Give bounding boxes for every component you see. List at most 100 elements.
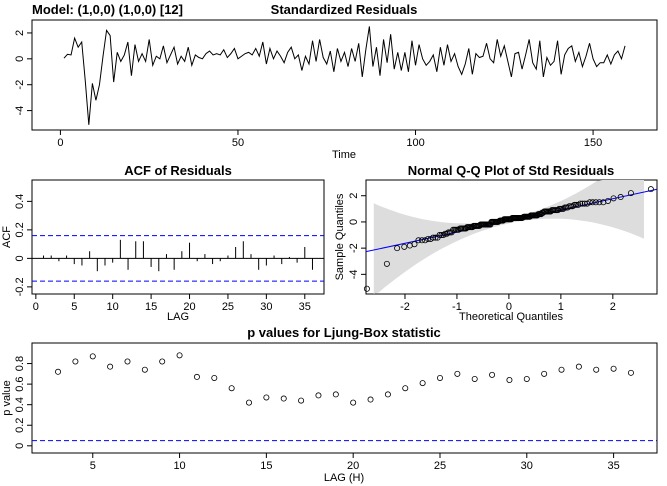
ljung-point bbox=[593, 366, 600, 373]
acf-x-tick-label: 20 bbox=[183, 301, 195, 313]
ljung-point bbox=[72, 358, 79, 365]
ljung-panel: p values for Ljung-Box statistic 5 10 15 20… bbox=[1, 325, 658, 484]
qq-point bbox=[596, 199, 603, 206]
acf-axes: 0 5 10 15 20 25 30 35 -0.2 0 0.2 0.4 bbox=[14, 194, 311, 313]
ljung-point bbox=[107, 363, 114, 370]
ljung-x-tick-label: 5 bbox=[90, 460, 96, 472]
qq-point bbox=[436, 232, 443, 239]
qq-point bbox=[571, 201, 578, 208]
ljung-point bbox=[454, 370, 461, 377]
qq-point bbox=[415, 237, 422, 244]
ljung-point bbox=[402, 385, 409, 392]
qq-x-tick-label: -2 bbox=[400, 301, 410, 313]
qq-x-tick-label: 0 bbox=[506, 301, 512, 313]
ljung-x-tick-label: 20 bbox=[347, 460, 359, 472]
ljung-point bbox=[298, 397, 305, 404]
acf-x-tick-label: 25 bbox=[222, 301, 234, 313]
qq-point bbox=[411, 241, 418, 248]
ljung-point bbox=[523, 375, 530, 382]
qq-title: Normal Q-Q Plot of Std Residuals bbox=[408, 163, 615, 178]
std-resid-frame bbox=[31, 19, 658, 131]
ljung-point bbox=[350, 399, 357, 406]
qq-point bbox=[418, 237, 425, 244]
ljung-point bbox=[610, 365, 617, 372]
ljung-points bbox=[55, 352, 634, 406]
acf-x-tick-label: 5 bbox=[71, 301, 77, 313]
qq-point bbox=[445, 229, 452, 236]
qq-point bbox=[430, 234, 437, 241]
ljung-axes: 5 10 15 20 25 30 35 0 0.2 0.4 0.6 0.8 bbox=[14, 356, 620, 472]
std-resid-y-tick-label: -2 bbox=[14, 80, 26, 90]
qq-x-tick-label: -1 bbox=[452, 301, 462, 313]
acf-title: ACF of Residuals bbox=[124, 163, 232, 178]
ljung-point bbox=[541, 370, 548, 377]
ljung-point bbox=[280, 395, 287, 402]
std-resid-series-line bbox=[63, 26, 626, 125]
acf-x-tick-label: 10 bbox=[107, 301, 119, 313]
ljung-point bbox=[506, 377, 513, 384]
ljung-point bbox=[228, 385, 235, 392]
ljung-x-tick-label: 30 bbox=[521, 460, 533, 472]
qq-x-tick-label: 2 bbox=[610, 301, 616, 313]
ljung-xlabel: LAG (H) bbox=[324, 472, 364, 484]
acf-y-tick-label: 0 bbox=[14, 255, 26, 261]
model-label: Model: (1,0,0) (1,0,0) [12] bbox=[32, 2, 183, 17]
ljung-point bbox=[159, 358, 166, 365]
ljung-point bbox=[489, 371, 496, 378]
ljung-x-tick-label: 25 bbox=[434, 460, 446, 472]
qq-panel: Normal Q-Q Plot of Std Residuals -2 -1 0 1 2… bbox=[334, 163, 658, 323]
ljung-title: p values for Ljung-Box statistic bbox=[247, 325, 441, 340]
std-resid-y-tick-label: 0 bbox=[14, 56, 26, 62]
ljung-y-tick-label: 0 bbox=[14, 443, 26, 449]
acf-marks bbox=[32, 235, 324, 282]
acf-frame bbox=[31, 179, 325, 295]
ljung-x-tick-label: 35 bbox=[607, 460, 619, 472]
qq-point bbox=[579, 200, 586, 207]
acf-panel: ACF of Residuals 0 5 10 15 20 25 30 35-0.200.20… bbox=[1, 163, 325, 323]
ljung-y-tick-label: 0.8 bbox=[14, 356, 26, 371]
std-resid-y-tick-label: 2 bbox=[14, 30, 26, 36]
qq-y-tick-label: -2 bbox=[348, 243, 360, 253]
ljung-point bbox=[246, 399, 253, 406]
qq-point bbox=[577, 200, 584, 207]
acf-x-tick-label: 0 bbox=[33, 301, 39, 313]
qq-point bbox=[440, 232, 447, 239]
qq-point bbox=[363, 285, 370, 292]
qq-point bbox=[604, 197, 611, 204]
ljung-y-tick-label: 0.2 bbox=[14, 418, 26, 433]
std-resid-xlabel: Time bbox=[332, 149, 356, 161]
qq-point bbox=[432, 234, 439, 241]
ljung-frame bbox=[31, 342, 658, 454]
ljung-point bbox=[575, 363, 582, 370]
qq-x-tick-label: 1 bbox=[558, 301, 564, 313]
ljung-x-tick-label: 10 bbox=[173, 460, 185, 472]
std-resid-x-tick-label: 0 bbox=[57, 137, 63, 149]
std-resid-y-tick-label: -4 bbox=[14, 106, 26, 116]
ljung-point bbox=[419, 380, 426, 387]
ljung-point bbox=[124, 358, 131, 365]
qq-point bbox=[438, 232, 445, 239]
acf-y-tick-label: -0.2 bbox=[14, 277, 26, 296]
qq-point bbox=[560, 205, 567, 212]
acf-ylabel: ACF bbox=[1, 226, 13, 248]
ljung-point bbox=[176, 352, 183, 359]
qq-point bbox=[567, 203, 574, 210]
ljung-point bbox=[627, 369, 634, 376]
ljung-point bbox=[367, 396, 374, 403]
qq-point bbox=[610, 195, 617, 202]
acf-y-tick-label: 0.4 bbox=[14, 194, 26, 209]
qq-points bbox=[363, 186, 654, 292]
qq-axes: -2 -1 0 1 2 -4 -2 0 2 bbox=[348, 193, 616, 313]
ljung-point bbox=[211, 374, 218, 381]
qq-y-tick-label: -4 bbox=[348, 269, 360, 279]
qq-xlabel: Theoretical Quantiles bbox=[459, 311, 563, 323]
std-resid-axes: 0 50 100 150 -4 -2 0 2 bbox=[14, 30, 602, 149]
acf-x-tick-label: 30 bbox=[260, 301, 272, 313]
std-resid-title: Standardized Residuals bbox=[271, 2, 418, 17]
qq-point bbox=[573, 201, 580, 208]
std-resid-x-tick-label: 150 bbox=[584, 137, 602, 149]
ljung-point bbox=[141, 366, 148, 373]
qq-ylabel: Sample Quantiles bbox=[334, 193, 346, 280]
qq-point bbox=[422, 237, 429, 244]
